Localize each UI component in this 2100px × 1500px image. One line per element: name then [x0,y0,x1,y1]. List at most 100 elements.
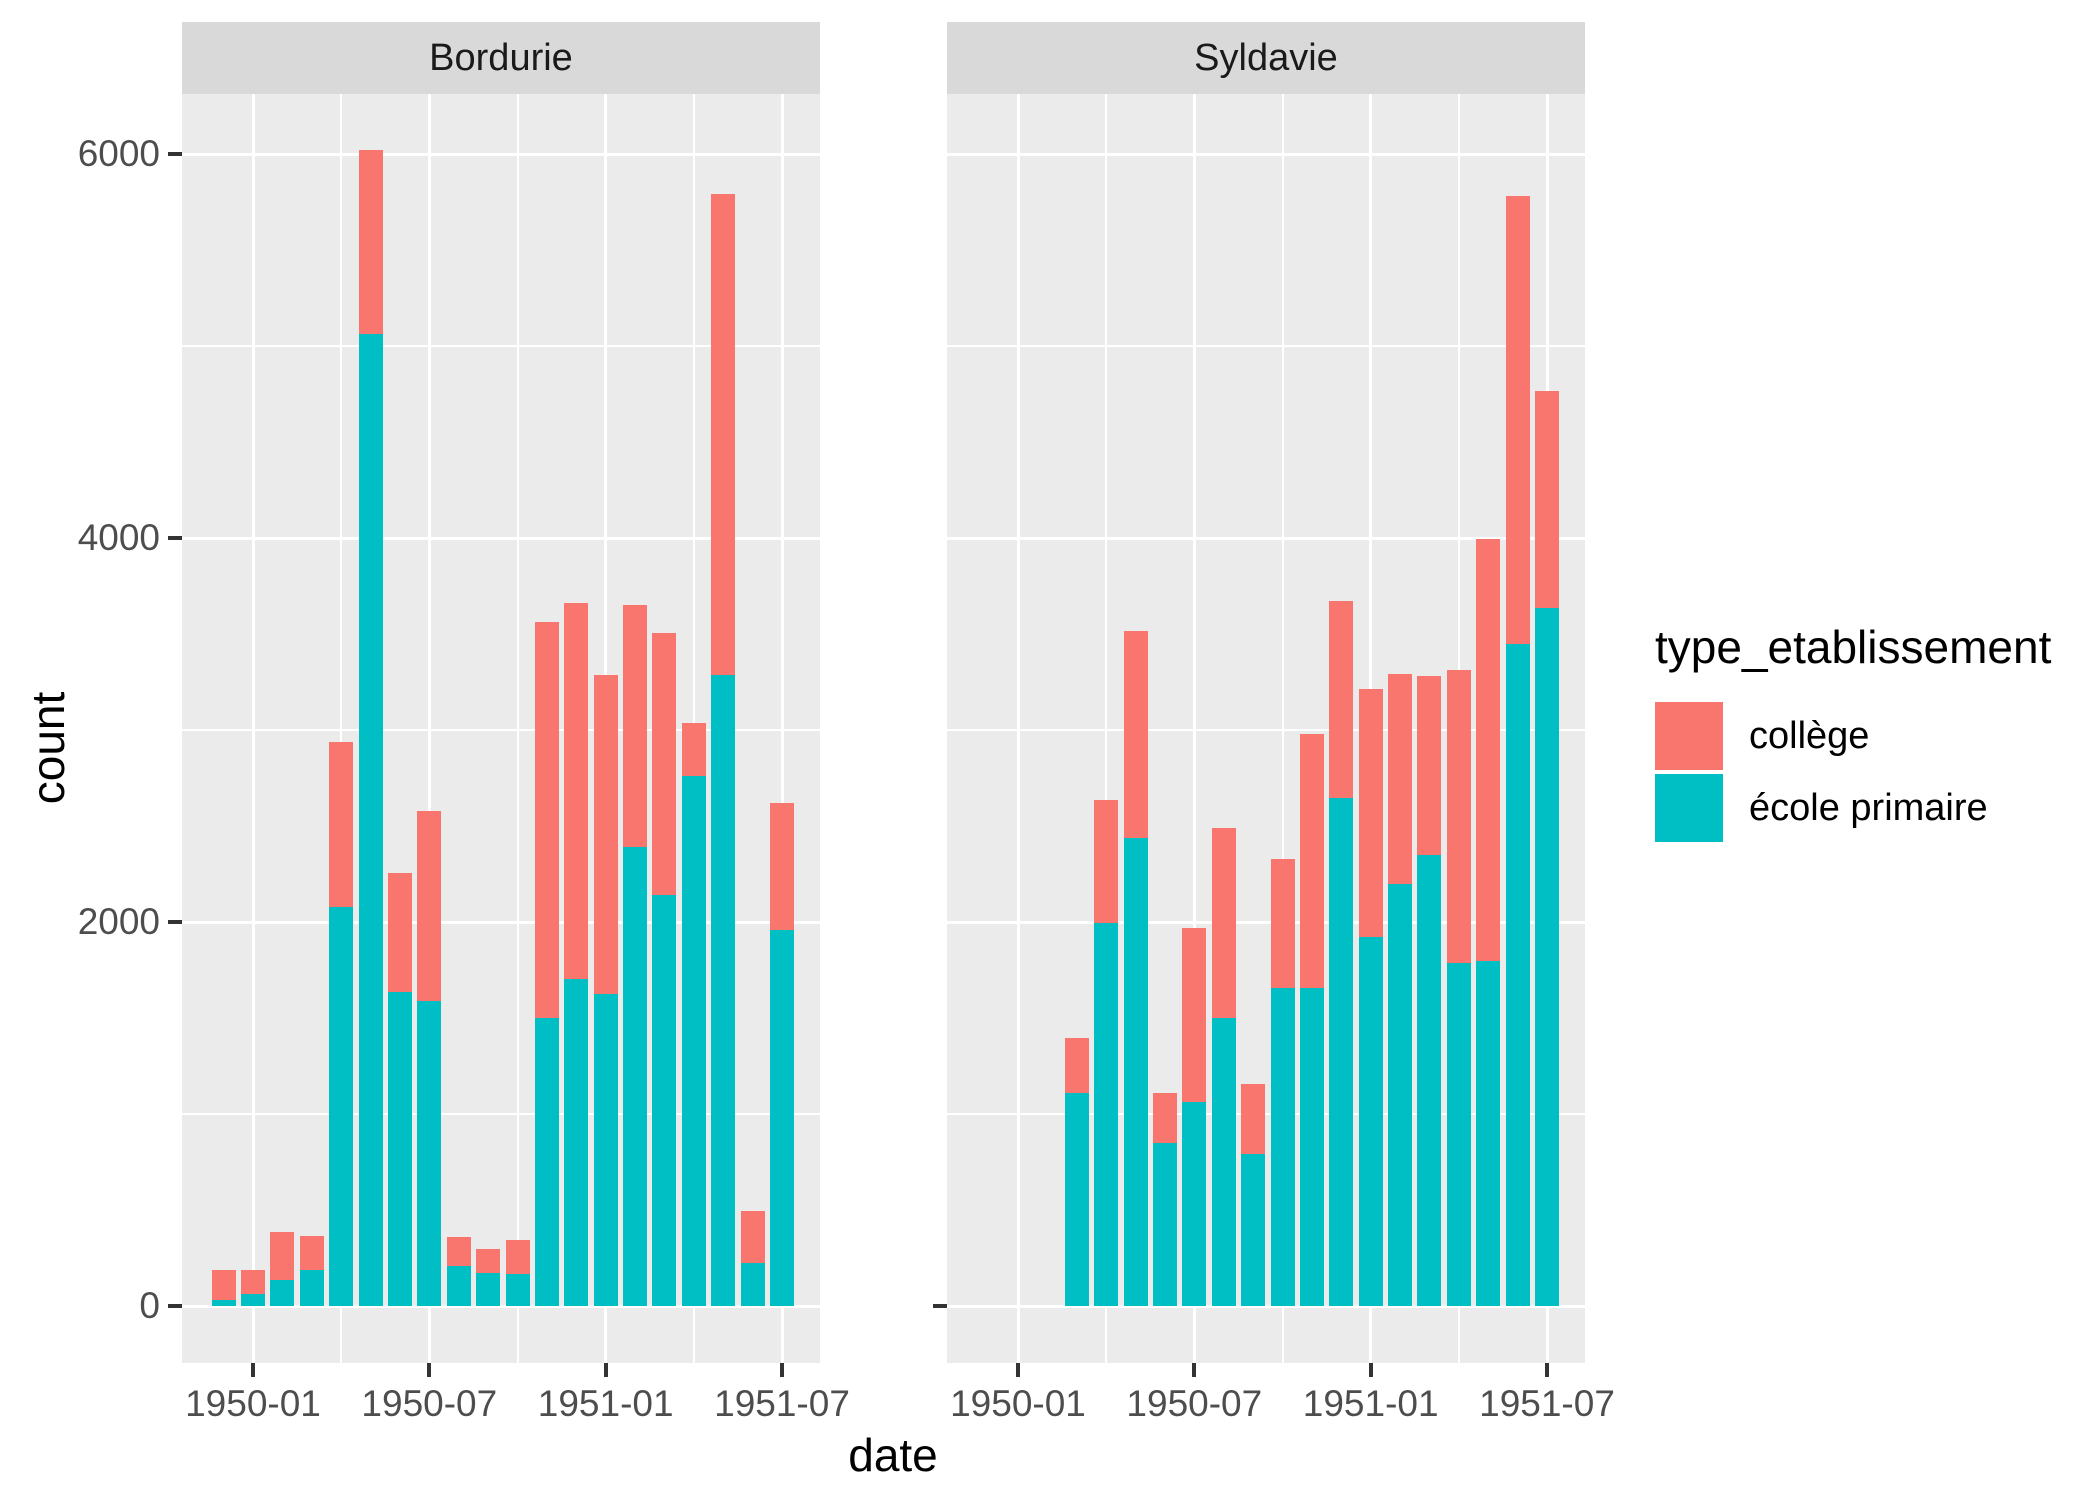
bar-segment-college [446,1236,471,1266]
y-tick-label: 0 [139,1285,160,1326]
bar-segment-college [1211,827,1236,1018]
bar-segment-ecole-primaire [1152,1142,1177,1306]
x-axis-tick [780,1363,785,1377]
bar-segment-ecole-primaire [270,1280,295,1306]
y-axis-tick [168,920,182,924]
bar-segment-ecole-primaire [1094,922,1119,1306]
bar-segment-college [1329,601,1354,799]
y-tick-label: 4000 [77,517,160,558]
bar-segment-ecole-primaire [446,1265,471,1306]
bar-segment-ecole-primaire [740,1262,765,1306]
bar-segment-college [740,1210,765,1263]
gridline-minor-y [947,345,1585,347]
legend-label: collège [1749,714,1870,757]
y-tick-label: 2000 [77,901,160,942]
gridline-major-x [780,94,784,1363]
bar-segment-ecole-primaire [652,895,677,1306]
bar-segment-college [387,873,412,993]
bar-segment-college [1270,858,1295,989]
y-axis-tick-right-panel [933,1304,947,1308]
facet-panel-bordurie [182,94,820,1363]
bar-segment-ecole-primaire [623,847,648,1306]
bar-segment-ecole-primaire [387,992,412,1306]
bar-segment-ecole-primaire [564,978,589,1306]
bar-segment-college [652,633,677,896]
bar-segment-ecole-primaire [711,675,736,1306]
bar-segment-college [623,605,648,848]
x-axis-tick [1545,1363,1550,1377]
gridline-minor-x [516,94,519,1363]
bar-segment-college [1388,674,1413,884]
x-tick-label: 1950-01 [950,1383,1086,1424]
gridline-minor-y [947,1113,1585,1115]
y-axis-tick [168,152,182,156]
gridline-major-y [947,1304,1585,1308]
facet-strip-bordurie: Bordurie [182,22,820,94]
bar-segment-college [534,621,559,1018]
legend-title: type_etablissement [1655,621,2052,673]
y-axis-title: count [22,691,74,805]
bar-segment-college [770,802,795,930]
bar-segment-college [1417,676,1442,855]
legend-entry: collège [1655,702,2051,770]
bar-segment-college [1123,631,1148,838]
x-axis-tick [251,1363,255,1377]
x-axis-tick [603,1363,608,1377]
x-tick-label: 1951-07 [714,1383,850,1424]
bar-segment-ecole-primaire [329,906,354,1306]
bar-segment-college [241,1269,265,1294]
bar-segment-ecole-primaire [681,776,706,1306]
legend-entry: école primaire [1655,774,2051,842]
bar-segment-ecole-primaire [770,929,795,1306]
bar-segment-college [1505,196,1530,644]
bar-segment-ecole-primaire [1505,643,1530,1306]
gridline-minor-y [182,1113,820,1115]
gridline-major-x [427,94,431,1363]
bar-segment-college [329,741,354,907]
bar-segment-ecole-primaire [1417,854,1442,1306]
bar-segment-college [1535,391,1560,609]
x-axis-tick [1192,1363,1197,1377]
facet-strip-syldavie: Syldavie [947,22,1585,94]
gridline-major-y [947,152,1585,156]
bar-segment-ecole-primaire [476,1273,501,1306]
bar-segment-ecole-primaire [1329,798,1354,1306]
bar-segment-college [358,150,383,335]
bar-segment-ecole-primaire [1476,961,1501,1306]
bar-segment-college [711,194,736,676]
x-tick-label: 1950-07 [361,1383,498,1424]
legend: type_etablissement collège école primaire [1655,620,2051,846]
bar-segment-ecole-primaire [1358,937,1383,1306]
gridline-major-y [182,920,820,924]
bar-segment-ecole-primaire [505,1274,530,1306]
y-tick-label: 6000 [77,133,160,174]
bar-segment-college [593,675,618,994]
gridline-minor-x [1105,94,1108,1363]
y-axis-tick [168,1304,182,1308]
gridline-major-x [1016,94,1020,1363]
x-axis-tick [1016,1363,1020,1377]
gridline-minor-y [947,729,1585,731]
bar-segment-college [270,1232,295,1281]
bar-segment-ecole-primaire [1270,988,1295,1306]
bar-segment-ecole-primaire [1182,1102,1207,1306]
x-axis-tick [427,1363,432,1377]
y-axis-tick [168,536,182,540]
gridline-minor-y [182,345,820,347]
x-axis-tick [1368,1363,1373,1377]
bar-segment-college [299,1235,324,1270]
bar-segment-ecole-primaire [299,1269,324,1306]
gridline-minor-x [340,94,343,1363]
bar-segment-college [1182,927,1207,1103]
bar-segment-ecole-primaire [1535,608,1560,1306]
x-tick-label: 1950-07 [1126,1383,1263,1424]
bar-segment-ecole-primaire [1241,1154,1266,1306]
bar-segment-college [1299,733,1324,989]
legend-swatch-college [1655,702,1723,770]
bar-segment-ecole-primaire [1446,963,1471,1306]
x-tick-label: 1950-01 [185,1383,321,1424]
bar-segment-college [1358,688,1383,938]
bar-segment-college [1446,669,1471,964]
bar-segment-college [1094,800,1119,923]
bar-segment-college [1152,1092,1177,1143]
